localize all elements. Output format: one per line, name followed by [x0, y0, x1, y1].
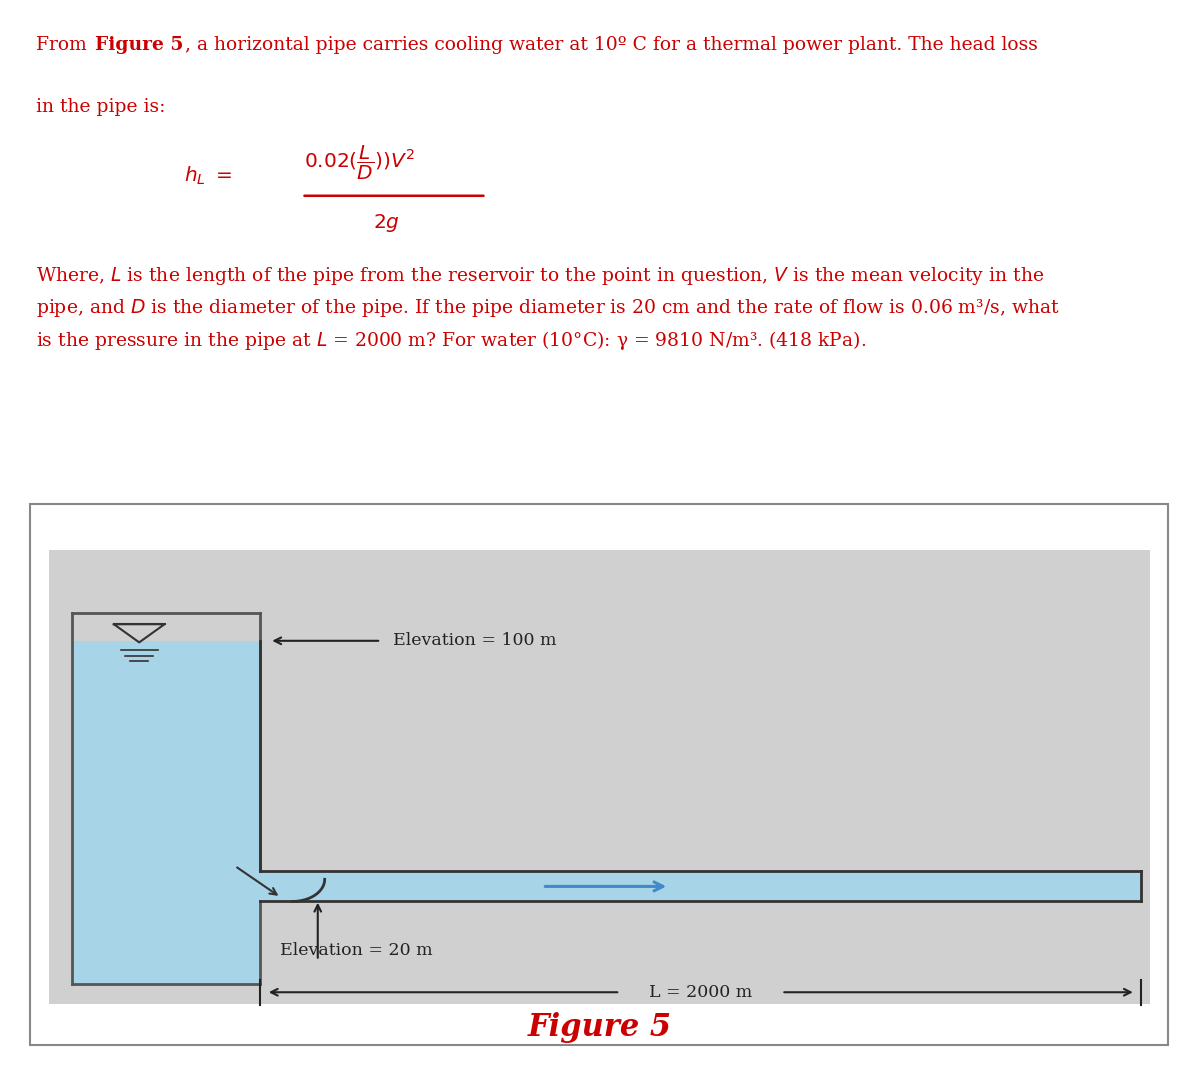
Text: $2g$: $2g$ [373, 212, 401, 234]
Text: Elevation = 20 m: Elevation = 20 m [280, 942, 432, 959]
Text: in the pipe is:: in the pipe is: [36, 98, 166, 116]
Text: Elevation = 100 m: Elevation = 100 m [392, 632, 556, 649]
Text: Where, $L$ is the length of the pipe from the reservoir to the point in question: Where, $L$ is the length of the pipe fro… [36, 264, 1060, 351]
Text: Figure 5: Figure 5 [95, 36, 184, 54]
Bar [260, 872, 1141, 902]
Text: $0.02(\dfrac{L}{D}))V^2$: $0.02(\dfrac{L}{D}))V^2$ [304, 143, 415, 182]
Text: From: From [36, 36, 92, 54]
Text: Figure 5: Figure 5 [528, 1012, 672, 1043]
Text: $h_L\ =$: $h_L\ =$ [185, 165, 233, 188]
Bar [72, 641, 260, 984]
Bar [49, 550, 1150, 1004]
Text: L = 2000 m: L = 2000 m [649, 984, 752, 1001]
Text: , a horizontal pipe carries cooling water at 10º C for a thermal power plant. Th: , a horizontal pipe carries cooling wate… [185, 36, 1038, 54]
